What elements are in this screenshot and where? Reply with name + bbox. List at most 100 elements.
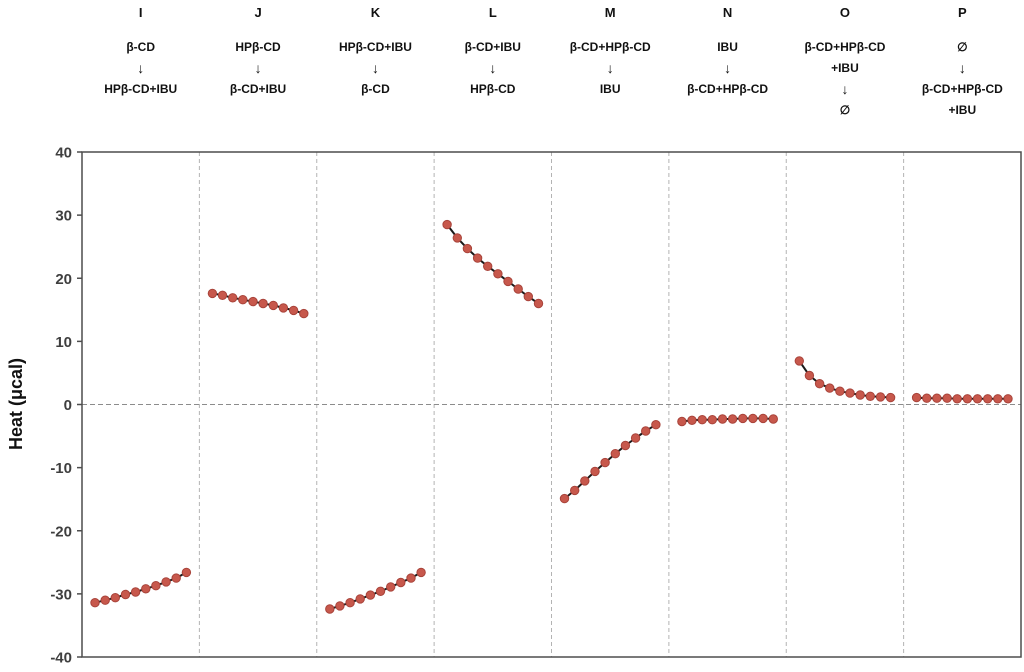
arrow-down-icon: ↓ bbox=[371, 60, 379, 76]
data-point bbox=[151, 581, 161, 591]
panel-letter: J bbox=[254, 5, 262, 20]
data-point bbox=[90, 598, 100, 608]
data-point bbox=[493, 269, 503, 279]
data-point bbox=[442, 219, 452, 230]
data-point bbox=[972, 394, 983, 404]
data-point bbox=[268, 300, 278, 311]
data-point bbox=[288, 305, 299, 316]
data-point bbox=[697, 415, 707, 425]
data-point bbox=[483, 261, 493, 272]
data-point bbox=[855, 390, 865, 400]
data-point bbox=[825, 383, 835, 393]
reaction-text: HPβ-CD bbox=[235, 40, 281, 54]
data-point bbox=[651, 420, 661, 430]
data-point bbox=[100, 595, 110, 605]
panel-header-N: N IBU ↓ β-CD+HPβ-CD bbox=[669, 4, 786, 121]
data-point bbox=[580, 476, 590, 486]
reaction-text: IBU bbox=[599, 82, 621, 96]
y-tick-label: 0 bbox=[64, 397, 72, 414]
data-point bbox=[217, 290, 228, 301]
data-point bbox=[228, 293, 238, 303]
data-point bbox=[942, 393, 952, 403]
reaction-text: β-CD bbox=[361, 82, 390, 96]
arrow-down-icon: ↓ bbox=[958, 60, 966, 76]
data-point bbox=[258, 298, 268, 309]
y-tick-label: 30 bbox=[55, 208, 72, 225]
data-point bbox=[758, 413, 768, 424]
data-point bbox=[171, 573, 181, 583]
y-tick-label: 10 bbox=[55, 334, 72, 351]
data-point bbox=[299, 308, 309, 319]
data-point bbox=[835, 386, 845, 396]
y-tick-label: -10 bbox=[50, 460, 72, 477]
reaction-text: β-CD bbox=[126, 40, 156, 54]
arrow-down-icon: ↓ bbox=[489, 60, 497, 76]
data-point bbox=[181, 567, 192, 578]
data-point bbox=[804, 370, 815, 381]
y-tick-label: 20 bbox=[55, 271, 72, 288]
reaction-text: β-CD+HPβ-CD bbox=[921, 82, 1003, 96]
reaction-text: β-CD+HPβ-CD bbox=[687, 82, 769, 96]
data-point bbox=[885, 392, 896, 403]
data-point bbox=[462, 243, 473, 254]
data-point bbox=[768, 414, 778, 424]
data-point bbox=[325, 604, 335, 614]
reaction-text: β-CD+HPβ-CD bbox=[804, 40, 886, 54]
reaction-text: HPβ-CD+IBU bbox=[104, 82, 178, 96]
data-point bbox=[248, 296, 258, 307]
data-point bbox=[345, 598, 355, 608]
data-point bbox=[932, 393, 942, 403]
data-point bbox=[641, 426, 651, 436]
data-point bbox=[141, 584, 151, 594]
data-point bbox=[962, 394, 973, 404]
panel-letter: I bbox=[138, 5, 143, 20]
data-point bbox=[952, 394, 962, 404]
reaction-text: +IBU bbox=[831, 61, 859, 75]
data-point bbox=[922, 393, 932, 403]
data-point bbox=[911, 392, 922, 403]
data-point bbox=[630, 433, 641, 443]
arrow-down-icon: ↓ bbox=[606, 60, 614, 76]
panel-letter: K bbox=[370, 5, 381, 20]
data-point bbox=[386, 582, 396, 592]
trend-line bbox=[94, 571, 188, 604]
arrow-down-icon: ↓ bbox=[137, 60, 145, 76]
data-point bbox=[130, 587, 141, 597]
data-point bbox=[875, 392, 886, 402]
arrow-down-icon: ↓ bbox=[841, 81, 849, 97]
trend-line bbox=[798, 359, 892, 399]
panel-header-P: P ∅ ↓ β-CD+HPβ-CD +IBU bbox=[904, 4, 1021, 121]
data-point bbox=[523, 291, 533, 302]
data-point bbox=[1003, 394, 1013, 404]
trend-line bbox=[328, 571, 423, 610]
data-point bbox=[620, 440, 631, 451]
panel-letter: M bbox=[604, 5, 616, 20]
trend-line bbox=[211, 292, 305, 315]
data-point bbox=[533, 298, 544, 309]
data-point bbox=[738, 413, 748, 424]
data-point bbox=[814, 379, 825, 389]
data-point bbox=[600, 457, 610, 468]
data-point bbox=[365, 590, 376, 600]
data-point bbox=[845, 388, 855, 398]
data-point bbox=[865, 391, 875, 401]
data-point bbox=[238, 295, 248, 305]
reaction-text: IBU bbox=[717, 40, 738, 54]
y-tick-label: -30 bbox=[50, 586, 72, 603]
data-point bbox=[727, 414, 738, 424]
reaction-text: β-CD+IBU bbox=[229, 82, 287, 96]
trend-line bbox=[446, 223, 540, 305]
data-point bbox=[570, 485, 580, 496]
data-point bbox=[120, 589, 131, 600]
arrow-down-icon: ↓ bbox=[724, 60, 732, 76]
reaction-text: ∅ bbox=[957, 40, 968, 54]
data-point bbox=[375, 586, 386, 596]
trend-line bbox=[680, 417, 775, 423]
panel-letter: P bbox=[957, 5, 967, 20]
reaction-text: HPβ-CD bbox=[470, 82, 516, 96]
